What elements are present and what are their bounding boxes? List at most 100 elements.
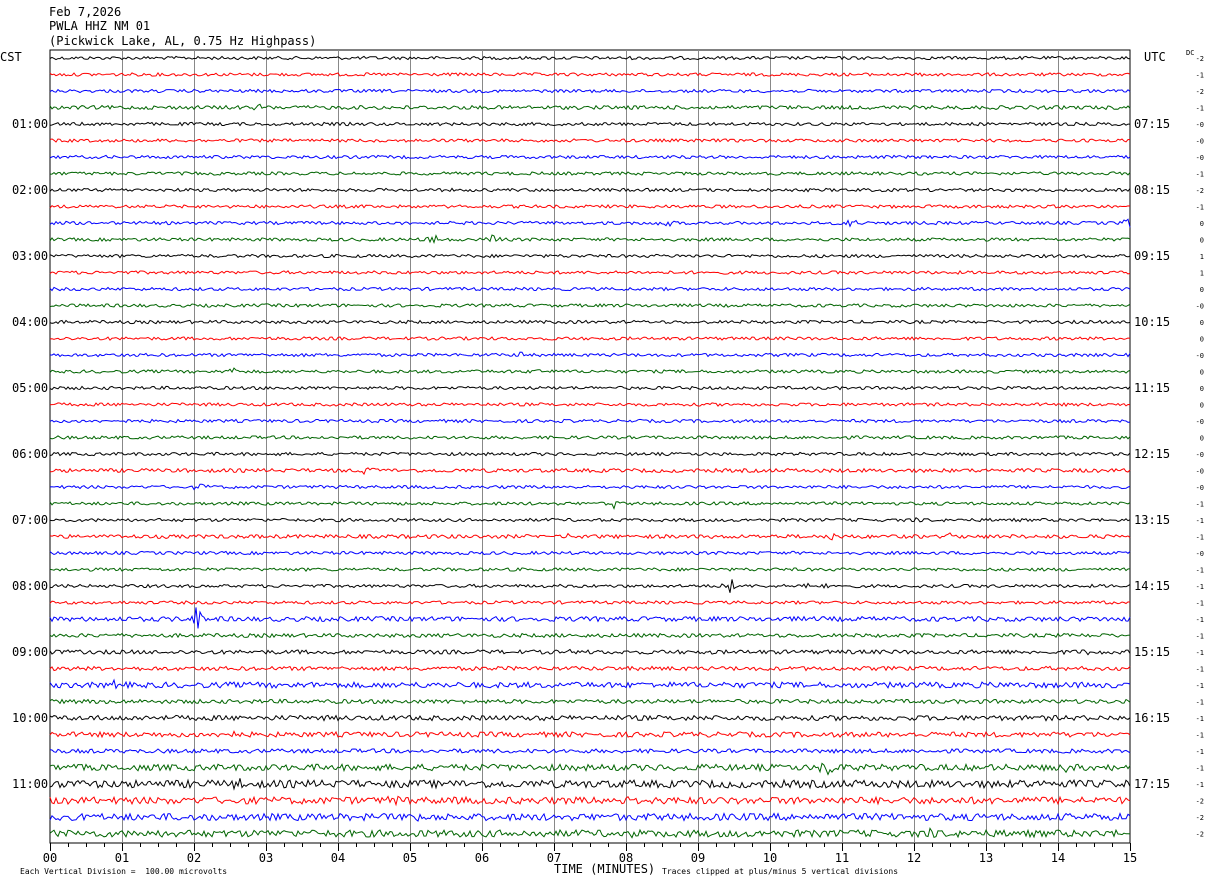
right-hour-label: 07:15 [1134,117,1170,131]
seismic-trace [49,218,1131,228]
seismic-trace [49,103,1131,111]
dc-offset-label: -1 [1196,699,1204,707]
right-hour-label: 17:15 [1134,777,1170,791]
x-tick-label: 15 [1123,851,1137,865]
seismic-trace [49,762,1131,776]
dc-offset-label: 1 [1200,270,1204,278]
seismic-trace [49,714,1131,722]
x-tick-label: 06 [475,851,489,865]
x-tick-label: 04 [331,851,345,865]
seismic-trace [49,451,1131,457]
right-hour-label: 12:15 [1134,447,1170,461]
dc-offset-label: -0 [1196,121,1204,129]
scale-note: Each Vertical Division = 100.00 microvol… [20,867,228,876]
seismic-trace [49,138,1131,143]
right-hour-label: 14:15 [1134,579,1170,593]
seismic-trace [49,418,1131,424]
x-tick-label: 12 [907,851,921,865]
dc-offset-label: -1 [1196,765,1204,773]
seismic-trace [49,747,1131,755]
right-hour-label: 11:15 [1134,381,1170,395]
dc-offset-label: -0 [1196,418,1204,426]
dc-offset-label: 0 [1200,435,1204,443]
left-hour-label: 03:00 [12,249,48,263]
seismic-trace [49,402,1131,407]
seismic-trace [49,516,1131,523]
dc-offset-label: -0 [1196,138,1204,146]
seismic-trace [49,303,1131,308]
plot-frame [49,49,1131,844]
x-tick-label: 13 [979,851,993,865]
station-code: PWLA HHZ NM 01 [49,19,151,33]
seismic-trace [49,501,1131,510]
dc-offset-label: -2 [1196,814,1204,822]
x-tick-label: 00 [43,851,57,865]
seismic-trace [49,778,1131,791]
dc-offset-label: 1 [1200,253,1204,261]
dc-offset-label: -1 [1196,715,1204,723]
dc-offset-label: -0 [1196,550,1204,558]
seismic-trace [49,648,1131,656]
x-tick-label: 01 [115,851,129,865]
seismic-trace [49,678,1131,690]
left-hour-label: 07:00 [12,513,48,527]
left-hour-label: 11:00 [12,777,48,791]
dc-offset-label: -2 [1196,55,1204,63]
dc-offset-label: -1 [1196,517,1204,525]
dc-offset-label: 0 [1200,402,1204,410]
dc-offset-label: -0 [1196,451,1204,459]
dc-offset-label: -1 [1196,72,1204,80]
x-tick-label: 05 [403,851,417,865]
dc-offset-label: -1 [1196,732,1204,740]
seismic-trace [49,579,1131,593]
x-tick-label: 03 [259,851,273,865]
plot-date: Feb 7,2026 [49,5,122,19]
seismic-trace [49,121,1130,127]
dc-offset-label: 0 [1200,336,1204,344]
seismic-trace [49,335,1131,341]
seismic-trace [49,795,1131,807]
seismic-trace [50,171,1131,176]
seismic-trace [49,286,1131,292]
left-hour-label: 04:00 [12,315,48,329]
left-hour-label: 02:00 [12,183,48,197]
seismic-trace [49,532,1131,541]
seismic-trace [49,600,1131,605]
seismic-trace [49,319,1131,325]
dc-offset-label: -0 [1196,352,1204,360]
seismic-trace [49,467,1131,476]
seismic-trace [49,351,1131,358]
x-tick-label: 11 [835,851,849,865]
seismic-trace [49,55,1131,61]
seismic-trace [49,187,1131,193]
dc-offset-label: -1 [1196,666,1204,674]
seismic-trace [49,698,1131,705]
dc-offset-label: -0 [1196,154,1204,162]
dc-offset-label: 0 [1200,286,1204,294]
dc-offset-label: -0 [1196,484,1204,492]
seismic-trace [49,435,1131,440]
seismic-trace [49,234,1131,245]
dc-offset-label: 0 [1200,385,1204,393]
dc-offset-label: -1 [1196,682,1204,690]
seismic-trace [49,827,1131,839]
seismic-trace [49,270,1131,275]
right-hour-label: 16:15 [1134,711,1170,725]
dc-offset-label: -1 [1196,583,1204,591]
dc-offset-label: -1 [1196,567,1204,575]
x-tick-label: 08 [619,851,633,865]
left-hour-label: 05:00 [12,381,48,395]
seismic-trace [49,367,1131,374]
right-hour-label: 15:15 [1134,645,1170,659]
station-location: (Pickwick Lake, AL, 0.75 Hz Highpass) [49,34,317,48]
left-hour-label: 01:00 [12,117,48,131]
seismic-trace [49,812,1131,822]
seismic-trace [49,730,1131,739]
x-tick-label: 09 [691,851,705,865]
x-tick-label: 07 [547,851,561,865]
x-tick-label: 02 [187,851,201,865]
dc-offset-label: 0 [1200,319,1204,327]
dc-offset-label: -1 [1196,204,1204,212]
dc-offset-label: -1 [1196,534,1204,542]
